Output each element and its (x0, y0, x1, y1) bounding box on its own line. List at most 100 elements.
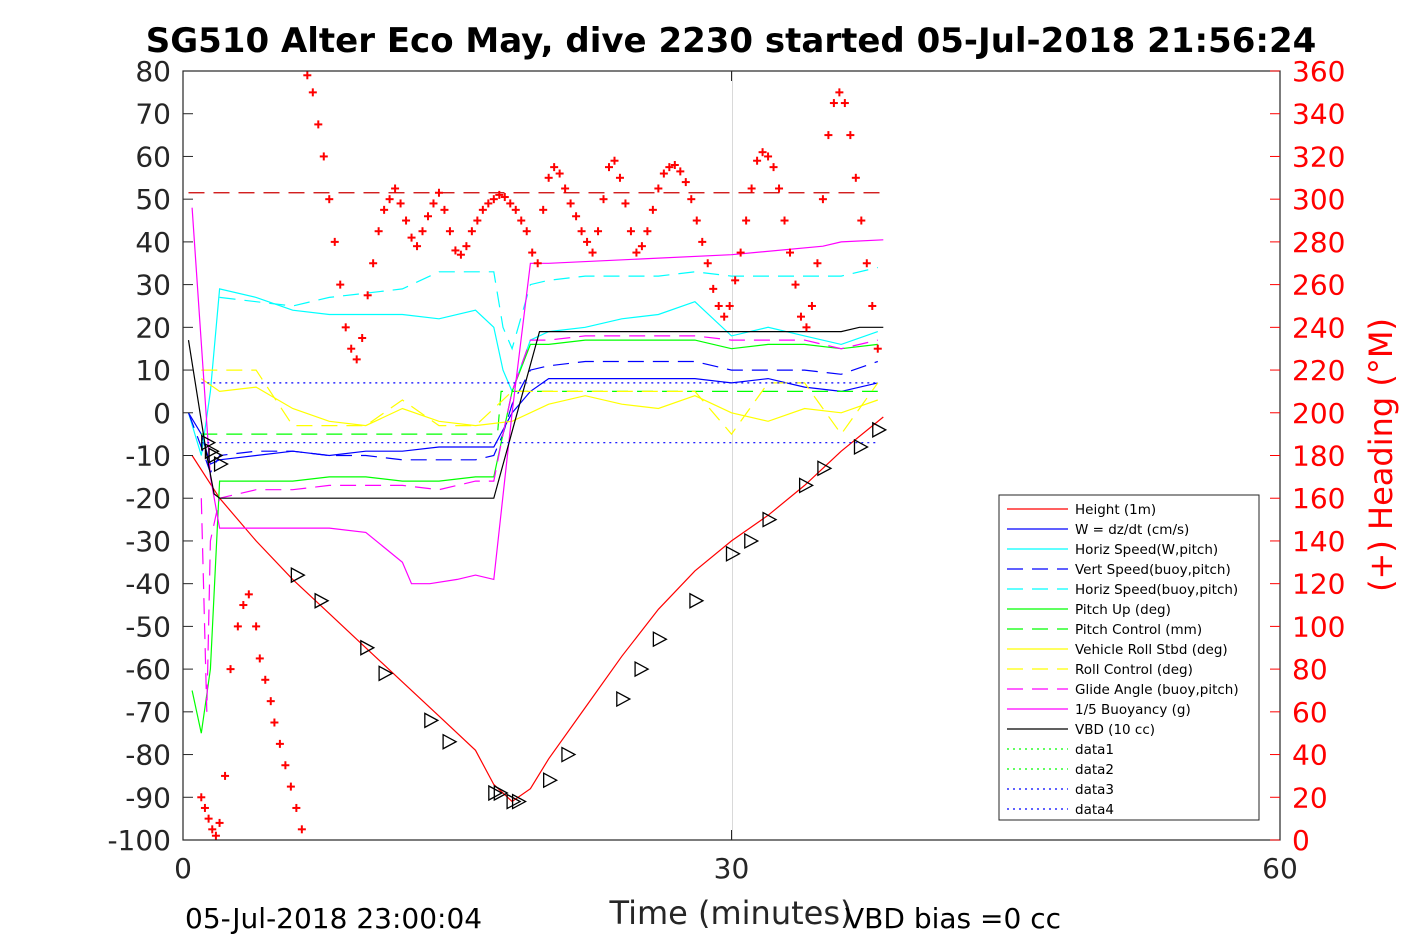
legend-label-1-5-buoyancy-g: 1/5 Buoyancy (g) (1075, 702, 1191, 718)
heading-point (211, 831, 220, 840)
heading-point (478, 205, 487, 214)
y-right-tick-label: 140 (1292, 525, 1345, 558)
heading-point (358, 334, 367, 343)
heading-point (266, 697, 275, 706)
heading-point (292, 803, 301, 812)
depth-marker (488, 784, 504, 802)
y-right-tick-label: 260 (1292, 269, 1345, 302)
chart-title: SG510 Alter Eco May, dive 2230 started 0… (146, 21, 1317, 61)
right-y-axis-label: (+) Heading (°M) (1362, 318, 1400, 592)
heading-point (725, 301, 734, 310)
heading-point (698, 237, 707, 246)
heading-point (703, 259, 712, 268)
heading-point (588, 248, 597, 257)
heading-point (687, 195, 696, 204)
heading-point (840, 99, 849, 108)
heading-point (544, 173, 553, 182)
y-left-tick-label: -50 (125, 610, 171, 643)
heading-point (484, 199, 493, 208)
heading-point (413, 242, 422, 251)
depth-marker (634, 661, 650, 678)
y-right-tick-label: 20 (1292, 781, 1328, 814)
heading-point (583, 237, 592, 246)
y-left-tick-label: 10 (135, 354, 171, 387)
heading-point (621, 199, 630, 208)
y-right-tick-label: 60 (1292, 696, 1328, 729)
depth-marker (616, 690, 632, 708)
legend-label-vehicle-roll-stbd-deg: Vehicle Roll Stbd (deg) (1075, 642, 1228, 658)
depth-marker (314, 592, 330, 609)
heading-point (204, 814, 213, 823)
legend-label-data2: data2 (1075, 762, 1114, 778)
heading-layer (197, 71, 882, 840)
y-right-tick-label: 160 (1292, 482, 1345, 515)
heading-point (456, 250, 465, 259)
y-right-tick-label: 220 (1292, 354, 1345, 387)
heading-point (467, 227, 476, 236)
heading-point (215, 818, 224, 827)
heading-point (753, 156, 762, 165)
heading-point (769, 163, 778, 172)
y-left-tick-label: -80 (125, 739, 171, 772)
y-right-tick-label: 200 (1292, 397, 1345, 430)
heading-point (846, 131, 855, 140)
depth-marker (652, 631, 668, 648)
heading-point (528, 248, 537, 257)
heading-point (517, 216, 526, 225)
depth-marker (213, 455, 229, 473)
heading-point (637, 242, 646, 251)
legend-label-data4: data4 (1075, 802, 1114, 818)
depth-marker (360, 639, 376, 656)
heading-point (802, 323, 811, 332)
y-left-tick-label: 70 (135, 98, 171, 131)
heading-point (407, 233, 416, 242)
heading-point (402, 216, 411, 225)
heading-point (605, 163, 614, 172)
heading-point (731, 276, 740, 285)
legend-items: Height (1m) W = dz/dt (cm/s) Horiz Speed(W… (1007, 502, 1239, 818)
y-left-tick-label: 40 (135, 226, 171, 259)
heading-point (539, 205, 548, 214)
heading-point (813, 259, 822, 268)
y-left-tick-label: -70 (125, 696, 171, 729)
heading-point (742, 216, 751, 225)
heading-point (857, 216, 866, 225)
series-horiz-speed-buoy-pitch (219, 266, 878, 351)
heading-point (330, 237, 339, 246)
depth-marker (290, 567, 306, 584)
depth-marker (689, 592, 705, 609)
heading-point (233, 622, 242, 631)
heading-point (336, 280, 345, 289)
y-left-tick-label: -100 (107, 824, 171, 857)
heading-point (325, 195, 334, 204)
y-right-tick-label: 240 (1292, 311, 1345, 344)
y-left-tick-label: -40 (125, 568, 171, 601)
heading-point (495, 190, 504, 199)
heading-point (239, 601, 248, 610)
y-right-tick-label: 280 (1292, 226, 1345, 259)
heading-point (261, 675, 270, 684)
heading-point (341, 323, 350, 332)
heading-point (654, 184, 663, 193)
heading-point (369, 259, 378, 268)
depth-marker (543, 772, 559, 789)
y-left-tick-label: 30 (135, 269, 171, 302)
heading-point (286, 782, 295, 791)
heading-point (594, 227, 603, 236)
x-axis-label: Time (minutes) (609, 894, 853, 932)
y-left-tick-label: -10 (125, 440, 171, 473)
y-left-tick-label: 0 (153, 397, 171, 430)
heading-point (281, 761, 290, 770)
heading-point (429, 199, 438, 208)
heading-point (720, 312, 729, 321)
y-right-tick-label: 300 (1292, 183, 1345, 216)
footer-vbd-bias: VBD bias =0 cc (845, 902, 1061, 935)
heading-point (599, 195, 608, 204)
heading-point (561, 184, 570, 193)
heading-point (423, 212, 432, 221)
depth-marker (872, 421, 888, 438)
heading-point (473, 216, 482, 225)
heading-point (511, 205, 520, 214)
heading-point (252, 622, 261, 631)
